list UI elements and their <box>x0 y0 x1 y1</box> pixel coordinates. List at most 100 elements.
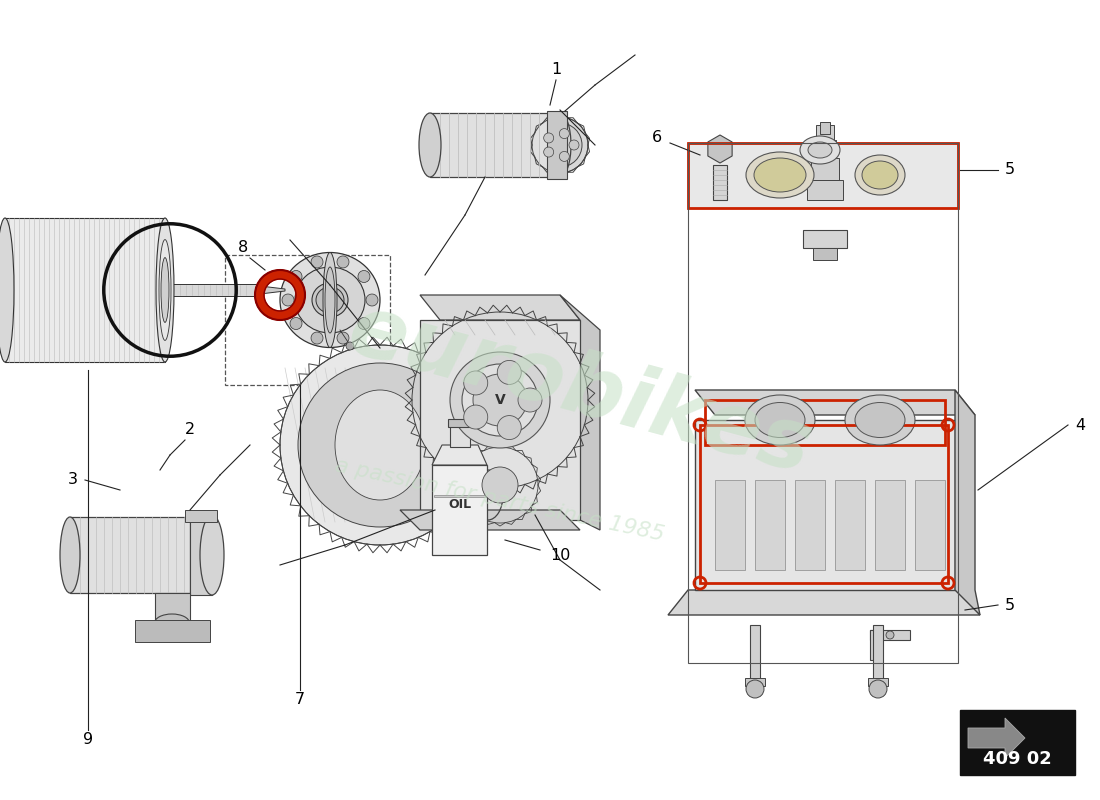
Text: eurobikes: eurobikes <box>339 288 821 492</box>
Bar <box>688 143 958 208</box>
Text: 6: 6 <box>652 130 662 146</box>
Ellipse shape <box>755 402 805 438</box>
Bar <box>6 218 165 362</box>
Polygon shape <box>695 420 955 590</box>
Ellipse shape <box>324 267 336 333</box>
Ellipse shape <box>462 364 538 436</box>
Text: 8: 8 <box>238 241 249 255</box>
Bar <box>450 425 470 447</box>
Ellipse shape <box>295 267 365 333</box>
Circle shape <box>464 371 487 395</box>
Bar <box>813 248 837 260</box>
Ellipse shape <box>745 395 815 445</box>
Ellipse shape <box>800 136 840 164</box>
Circle shape <box>497 415 521 439</box>
Bar <box>432 465 487 555</box>
Circle shape <box>569 140 579 150</box>
Ellipse shape <box>154 614 189 632</box>
Text: 3: 3 <box>68 473 78 487</box>
Bar <box>155 593 190 623</box>
Circle shape <box>462 447 538 523</box>
Circle shape <box>346 342 354 350</box>
Text: 5: 5 <box>1005 162 1015 178</box>
Text: 4: 4 <box>1075 418 1085 433</box>
Ellipse shape <box>754 158 806 192</box>
Bar <box>448 419 472 427</box>
Bar <box>960 710 1075 775</box>
Ellipse shape <box>312 283 348 317</box>
Polygon shape <box>400 510 580 530</box>
Bar <box>814 140 836 158</box>
Bar <box>135 620 210 642</box>
Circle shape <box>464 405 487 429</box>
Circle shape <box>538 123 582 167</box>
Polygon shape <box>708 135 733 163</box>
Circle shape <box>282 294 294 306</box>
Circle shape <box>412 312 588 488</box>
Bar <box>835 480 865 570</box>
Circle shape <box>358 270 370 282</box>
Ellipse shape <box>419 113 441 177</box>
Bar <box>688 143 958 663</box>
Bar <box>185 510 217 522</box>
Bar <box>713 165 727 200</box>
Text: 7: 7 <box>295 693 305 707</box>
Bar <box>750 625 760 680</box>
Bar <box>715 480 745 570</box>
Circle shape <box>290 270 303 282</box>
Ellipse shape <box>845 395 915 445</box>
Text: a passion for parts since 1985: a passion for parts since 1985 <box>333 455 667 545</box>
Bar <box>190 515 212 595</box>
Bar <box>816 125 834 140</box>
Circle shape <box>559 151 570 162</box>
Circle shape <box>497 361 521 385</box>
Ellipse shape <box>0 218 14 362</box>
Polygon shape <box>668 590 980 615</box>
Circle shape <box>543 133 553 143</box>
Polygon shape <box>695 390 975 415</box>
Ellipse shape <box>549 113 571 177</box>
Circle shape <box>543 147 553 157</box>
Ellipse shape <box>316 287 344 313</box>
Text: 2: 2 <box>185 422 195 438</box>
Bar <box>705 400 945 445</box>
Ellipse shape <box>862 161 898 189</box>
Bar <box>434 495 485 497</box>
Ellipse shape <box>808 142 832 158</box>
Circle shape <box>746 680 764 698</box>
Circle shape <box>518 388 542 412</box>
Text: 5: 5 <box>1005 598 1015 613</box>
Text: V: V <box>495 393 505 407</box>
Circle shape <box>886 631 894 639</box>
Circle shape <box>311 332 323 344</box>
Bar <box>868 678 888 686</box>
Circle shape <box>532 117 588 173</box>
Bar <box>430 113 560 177</box>
Ellipse shape <box>156 218 174 362</box>
Bar <box>803 230 847 248</box>
Bar <box>874 480 905 570</box>
Bar <box>547 111 567 179</box>
Circle shape <box>470 455 530 515</box>
Text: 409 02: 409 02 <box>982 750 1052 768</box>
Text: 1: 1 <box>551 62 561 78</box>
Ellipse shape <box>746 152 814 198</box>
Ellipse shape <box>855 155 905 195</box>
Bar <box>873 625 883 680</box>
Text: 9: 9 <box>82 733 94 747</box>
Ellipse shape <box>200 515 224 595</box>
Polygon shape <box>968 718 1025 758</box>
Circle shape <box>559 129 570 138</box>
Circle shape <box>290 318 303 330</box>
Circle shape <box>869 680 887 698</box>
Polygon shape <box>420 320 580 520</box>
Ellipse shape <box>280 253 380 347</box>
Bar <box>820 122 830 134</box>
Circle shape <box>366 294 378 306</box>
Ellipse shape <box>482 467 518 503</box>
Bar <box>915 480 945 570</box>
Text: 10: 10 <box>550 547 570 562</box>
Polygon shape <box>420 295 580 320</box>
Bar <box>688 143 958 208</box>
Bar <box>700 425 948 583</box>
